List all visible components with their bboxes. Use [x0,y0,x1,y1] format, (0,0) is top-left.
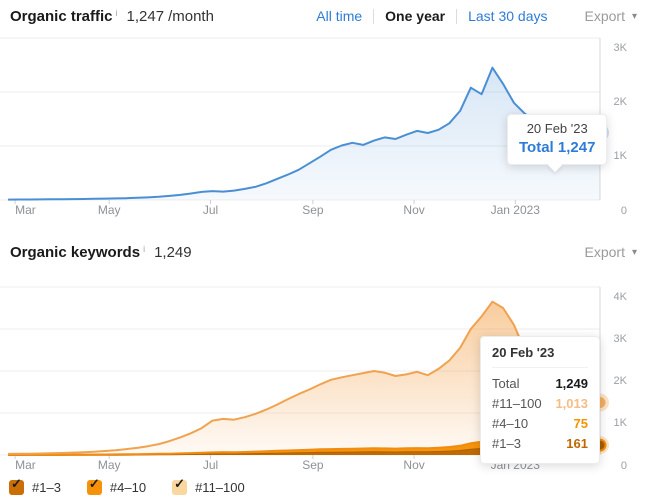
series-line-2 [7,300,601,455]
x-axis-label: Sep [302,203,324,217]
tooltip-row-11-100: #11–100 1,013 [492,394,588,414]
traffic-tooltip: 20 Feb '23 Total 1,247 [507,114,608,165]
organic-traffic-header: Organic traffic i 1,247 /month [10,2,214,30]
checkbox-checked-icon[interactable]: ✓ [9,476,24,495]
legend-item-11-100[interactable]: ✓ #11–100 [172,476,245,495]
tab-divider [456,8,458,24]
organic-keywords-header: Organic keywords i 1,249 [10,238,192,266]
organic-traffic-unit: /month [168,7,214,25]
x-axis-label: May [98,458,121,472]
tooltip-row-label: #11–100 [492,396,542,411]
date-range-tabs: All time One year Last 30 days Export ▾ [305,2,637,30]
x-axis-label: Jan 2023 [491,203,541,217]
y-axis-label: 0 [621,460,627,472]
tooltip-row-4-10: #4–10 75 [492,414,588,434]
x-axis-label: Mar [15,458,36,472]
x-axis-label: Mar [15,203,36,217]
series-area-0 [8,67,600,200]
organic-keywords-value: 1,249 [154,243,192,261]
series-area-0 [8,447,600,455]
x-axis-label: Sep [302,458,324,472]
y-axis-label: 1K [614,417,628,429]
chevron-down-icon: ▾ [631,10,637,22]
y-axis-label: 4K [614,291,628,303]
y-axis-label: 0 [621,205,627,217]
legend-label: #1–3 [32,480,61,495]
export-label: Export [584,244,625,260]
organic-keywords-title: Organic keywords [10,243,141,261]
tooltip-total: Total 1,247 [519,139,596,156]
export-button-traffic[interactable]: Export ▾ [585,8,638,24]
tooltip-date: 20 Feb '23 [526,121,588,136]
chevron-down-icon: ▾ [631,246,637,258]
y-axis-label: 3K [614,333,628,345]
organic-traffic-value: 1,247 [126,7,165,25]
legend-item-1-3[interactable]: ✓ #1–3 [9,476,61,495]
tab-divider [373,8,375,24]
y-axis-label: 3K [614,42,628,54]
x-axis-label: Jul [203,458,218,472]
y-axis-label: 1K [614,150,628,162]
tooltip-row-value: 1,013 [555,396,588,411]
keywords-legend: ✓ #1–3 ✓ #4–10 ✓ #11–100 [9,476,245,495]
checkmark-icon: ✓ [11,476,22,491]
x-axis-label: Nov [403,458,424,472]
info-icon[interactable]: i [115,8,118,18]
legend-label: #4–10 [109,480,147,495]
tab-one-year[interactable]: One year [385,8,446,24]
series-line-0 [7,66,601,201]
tooltip-row-1-3: #1–3 161 [492,434,588,454]
export-label: Export [584,8,625,24]
tooltip-row-label: #4–10 [492,416,529,431]
tab-all-time[interactable]: All time [316,8,363,24]
keywords-toolbar: Export ▾ [585,238,638,266]
tooltip-row-label: Total [492,376,520,391]
checkmark-icon: ✓ [174,476,185,491]
x-axis-label: May [98,203,121,217]
legend-label: #11–100 [195,480,245,495]
tooltip-row-label: #1–3 [492,436,521,451]
tooltip-row-value: 161 [566,436,588,451]
tooltip-row-value: 75 [573,416,588,431]
y-axis-label: 2K [614,96,628,108]
tooltip-row-value: 1,249 [555,376,588,391]
x-axis-label: Nov [403,203,424,217]
info-icon[interactable]: i [143,244,146,254]
tooltip-row-total: Total 1,249 [492,374,588,394]
tooltip-date: 20 Feb '23 [492,345,588,368]
checkmark-icon: ✓ [88,476,100,491]
checkbox-checked-icon[interactable]: ✓ [86,476,102,495]
legend-item-4-10[interactable]: ✓ #4–10 [86,476,147,495]
export-button-keywords[interactable]: Export ▾ [585,244,638,260]
organic-traffic-title: Organic traffic [10,7,113,25]
series-area-2 [8,301,600,455]
tab-last-30-days[interactable]: Last 30 days [468,8,548,24]
keywords-tooltip: 20 Feb '23 Total 1,249 #11–100 1,013 #4–… [480,336,600,464]
checkbox-checked-icon[interactable]: ✓ [172,476,188,495]
x-axis-label: Jul [203,203,218,217]
y-axis-label: 2K [614,375,628,387]
